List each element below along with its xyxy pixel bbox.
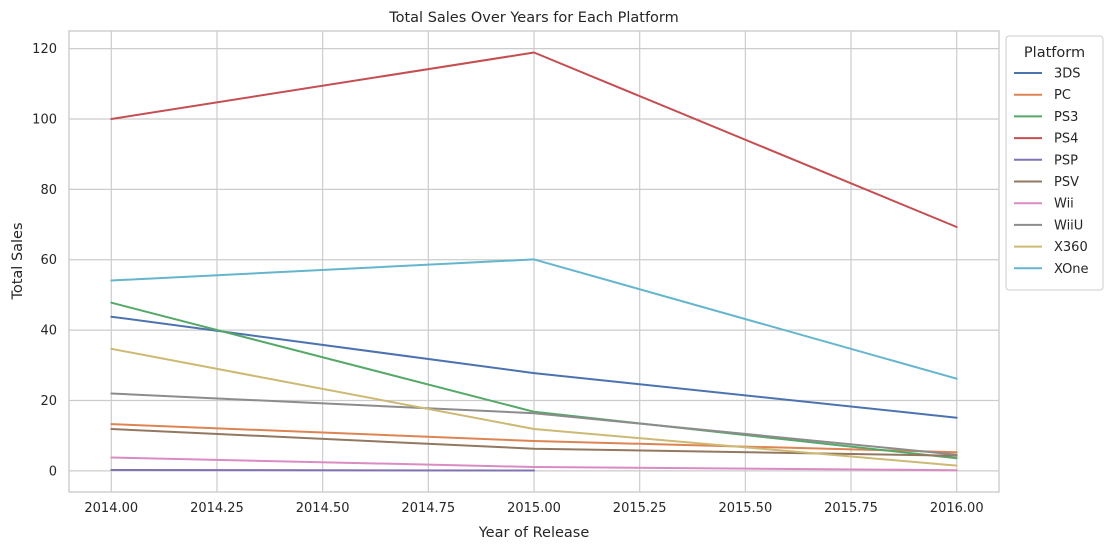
series-line-psp [110,469,535,472]
series-lines [110,51,958,472]
y-tick-label: 100 [32,112,57,127]
legend-title: Platform [1024,45,1085,61]
x-tick-label: 2015.00 [507,501,561,516]
series-line-ps4 [110,51,958,228]
y-axis-ticks: 0 20 40 60 80 100 120 [32,42,57,479]
legend-label-xone: XOne [1054,262,1089,277]
y-tick-label: 60 [40,253,57,268]
legend-label-ps3: PS3 [1054,110,1078,125]
y-tick-label: 20 [40,394,57,409]
y-axis-label: Total Sales [10,222,26,300]
series-line-ps3 [110,301,958,460]
series-line-pc [110,423,958,454]
legend-label-psp: PSP [1054,153,1078,168]
legend-box [1005,35,1104,291]
plot-frame [68,30,1000,493]
series-line-x360 [110,347,958,467]
legend-label-pc: PC [1054,88,1071,103]
series-line-3ds [110,315,958,419]
x-tick-label: 2014.50 [296,501,350,516]
x-tick-label: 2014.25 [190,501,244,516]
legend-label-psv: PSV [1054,175,1079,190]
chart-title: Total Sales Over Years for Each Platform [388,10,679,26]
legend-label-wii: Wii [1054,197,1074,212]
y-tick-label: 0 [49,464,57,479]
x-tick-label: 2014.75 [401,501,455,516]
grid [69,31,999,492]
x-axis-ticks: 2014.00 2014.25 2014.50 2014.75 2015.00 2015.… [84,501,983,516]
series-line-xone [110,258,958,380]
legend: Platform 3DS PC PS3 PS4 PSP PSV Wii WiiU X360 XOn… [1005,35,1104,291]
series-line-wiiu [110,392,958,456]
x-tick-label: 2014.00 [84,501,138,516]
legend-label-3ds: 3DS [1054,67,1081,82]
x-tick-label: 2015.25 [613,501,667,516]
x-axis-label: Year of Release [478,525,590,541]
x-tick-label: 2015.75 [824,501,878,516]
legend-label-ps4: PS4 [1054,132,1078,147]
legend-label-wiiu: WiiU [1054,218,1083,233]
x-tick-label: 2015.50 [718,501,772,516]
legend-items: 3DS PC PS3 PS4 PSP PSV Wii WiiU X360 XOne [1014,67,1089,277]
y-tick-label: 40 [40,324,57,339]
series-line-wii [110,456,958,472]
y-tick-label: 120 [32,42,57,57]
y-tick-label: 80 [40,183,57,198]
x-tick-label: 2016.00 [930,501,984,516]
legend-label-x360: X360 [1054,240,1088,255]
